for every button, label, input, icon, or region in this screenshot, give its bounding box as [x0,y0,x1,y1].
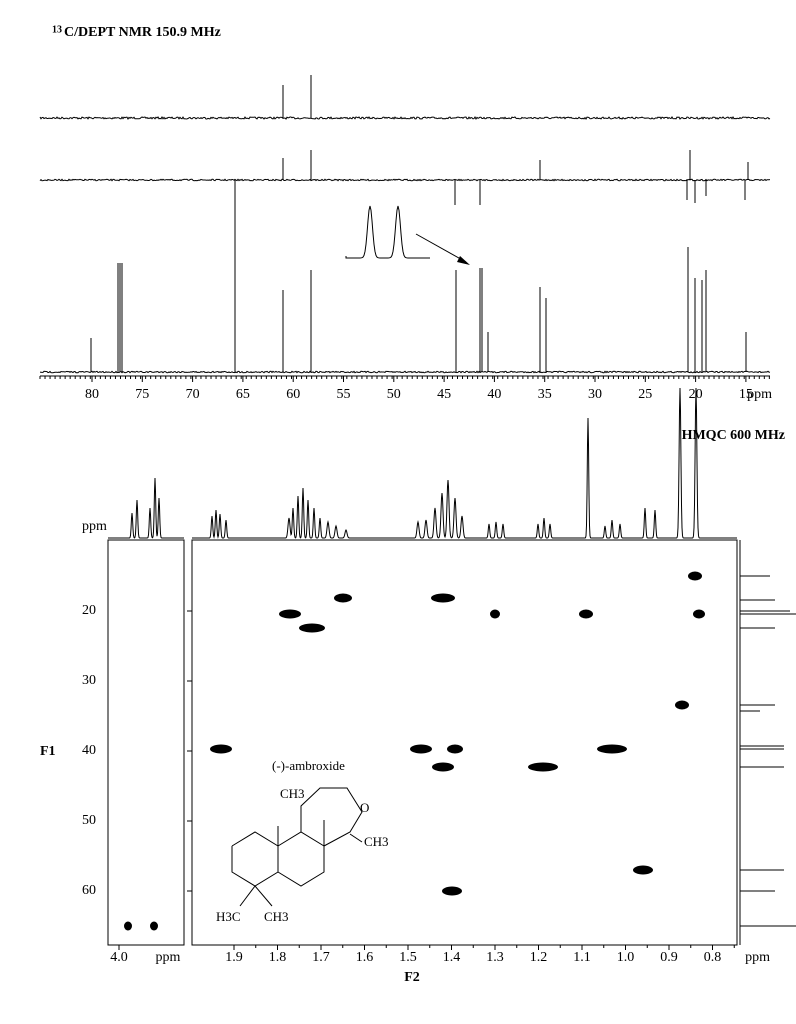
carbon-tick-label: 80 [85,387,99,402]
cross-peak [432,762,454,772]
f2-tick-label: 1.2 [530,950,548,965]
molecule-name: (-)-ambroxide [272,758,345,773]
carbon-tick-label: 40 [487,387,501,402]
atom-label: CH3 [264,909,289,924]
atom-label: O [360,800,369,815]
f2-unit: ppm [745,950,770,965]
cross-peak [210,744,232,754]
carbon-tick-label: 35 [538,387,552,402]
carbon-tick-label: 60 [286,387,300,402]
f2-tick-label: 1.7 [312,950,330,965]
f1-tick-label: 60 [82,883,96,898]
carbon-tick-label: 55 [337,387,351,402]
carbon-tick-label: 30 [588,387,602,402]
carbon-unit: ppm [747,387,772,402]
isotope: 13 [52,24,62,35]
carbon-tick-label: 70 [186,387,200,402]
projection [108,477,184,539]
atom-label: CH3 [364,834,389,849]
molecule: (-)-ambroxide CH3 O CH3 H3C CH3 [216,758,389,924]
proton-unit: ppm [82,519,107,534]
atom-label: H3C [216,909,241,924]
cross-peak [447,744,463,754]
f2-tick-label: 1.3 [486,950,504,965]
arrow [415,233,467,263]
f2-tick-label: 0.9 [660,950,678,965]
cross-peak [579,609,593,619]
inset-spectrum [345,205,430,259]
title: C/DEPT NMR 150.9 MHz [64,25,221,40]
cross-peak [490,609,500,619]
cross-peak [124,921,132,931]
f1-tick-label: 30 [82,673,96,688]
cross-peak [688,571,702,581]
f2-label: F2 [404,970,420,985]
f1-label: F1 [40,744,56,759]
left-panel [107,539,185,946]
f2-tick-label: 0.8 [704,950,722,965]
f1-tick-label: 50 [82,813,96,828]
cross-peak [299,623,325,633]
spectrum [39,178,771,182]
cross-peak [633,865,653,875]
projection [192,387,737,539]
left-unit: ppm [156,950,181,965]
f2-tick-label: 1.6 [356,950,374,965]
f1-tick-label: 40 [82,743,96,758]
cross-peak [410,744,432,754]
f2-tick-label: 1.9 [225,950,243,965]
hmqc-panel [191,539,738,946]
spectrum [39,370,771,374]
cross-peak [150,921,158,931]
cross-peak [279,609,301,619]
cross-peak [528,762,558,772]
carbon-tick-label: 75 [135,387,149,402]
cross-peak [693,609,705,619]
carbon-tick-label: 45 [437,387,451,402]
f2-tick-label: 1.8 [269,950,287,965]
cross-peak [334,593,352,603]
spectrum [39,115,771,121]
cross-peak [431,593,455,603]
carbon-tick-label: 25 [638,387,652,402]
f2-tick-label: 1.0 [617,950,635,965]
f2-tick-label: 1.1 [573,950,591,965]
f2-tick-label: 1.5 [399,950,417,965]
cross-peak [597,744,627,754]
hmqc-title: HMQC 600 MHz [682,428,785,443]
arrow-head [457,256,470,265]
carbon-tick-label: 15 [739,387,753,402]
left-tick: 4.0 [110,950,128,965]
f1-tick-label: 20 [82,603,96,618]
carbon-tick-label: 65 [236,387,250,402]
f2-tick-label: 1.4 [443,950,461,965]
cross-peak [442,886,462,896]
cross-peak [675,700,689,710]
carbon-tick-label: 50 [387,387,401,402]
atom-label: CH3 [280,786,305,801]
